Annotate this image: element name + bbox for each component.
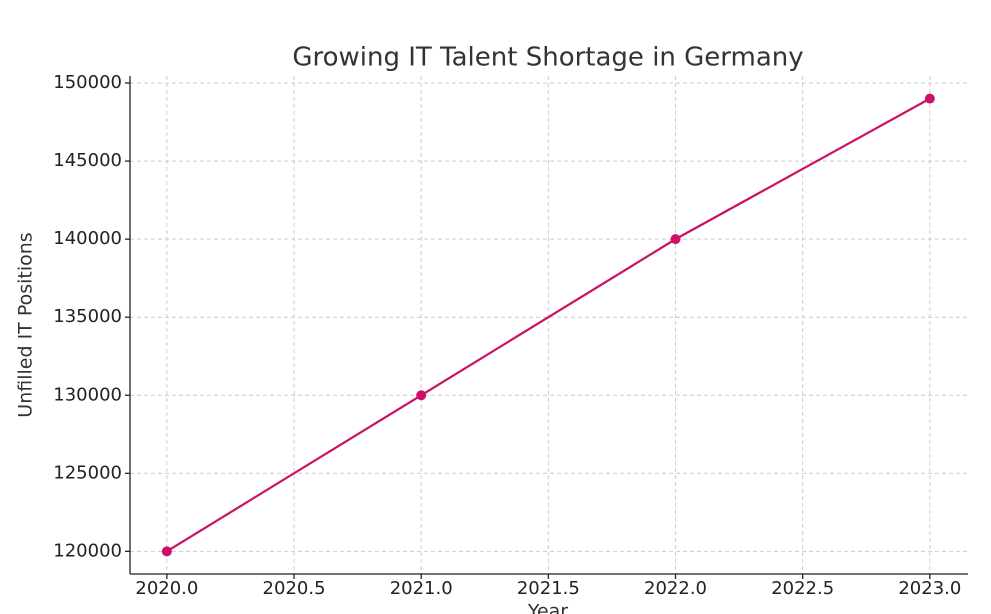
point [161, 546, 172, 557]
x-tick-label: 2022.0 [644, 578, 707, 599]
y-tick-label: 145000 [53, 150, 122, 171]
y-tick-label: 130000 [53, 384, 122, 405]
x-tick-label: 2020.0 [135, 578, 198, 599]
y-tick-label: 150000 [53, 72, 122, 93]
chart-title: Growing IT Talent Shortage in Germany [292, 43, 803, 73]
x-tick-label: 2021.5 [517, 578, 580, 599]
x-tick-label: 2022.5 [771, 578, 834, 599]
y-tick-label: 120000 [53, 540, 122, 561]
line [166, 97, 931, 553]
point [416, 390, 427, 401]
y-tick-label: 140000 [53, 228, 122, 249]
x-tick-label: 2020.5 [263, 578, 326, 599]
x-tick-label: 2021.0 [390, 578, 453, 599]
point [670, 234, 681, 245]
x-tick-label: 2023.0 [898, 578, 961, 599]
x-axis-label: Year [527, 601, 568, 614]
y-tick-label: 125000 [53, 462, 122, 483]
y-axis-label: Unfilled IT Positions [15, 232, 37, 417]
point [924, 93, 935, 104]
y-tick-label: 135000 [53, 306, 122, 327]
